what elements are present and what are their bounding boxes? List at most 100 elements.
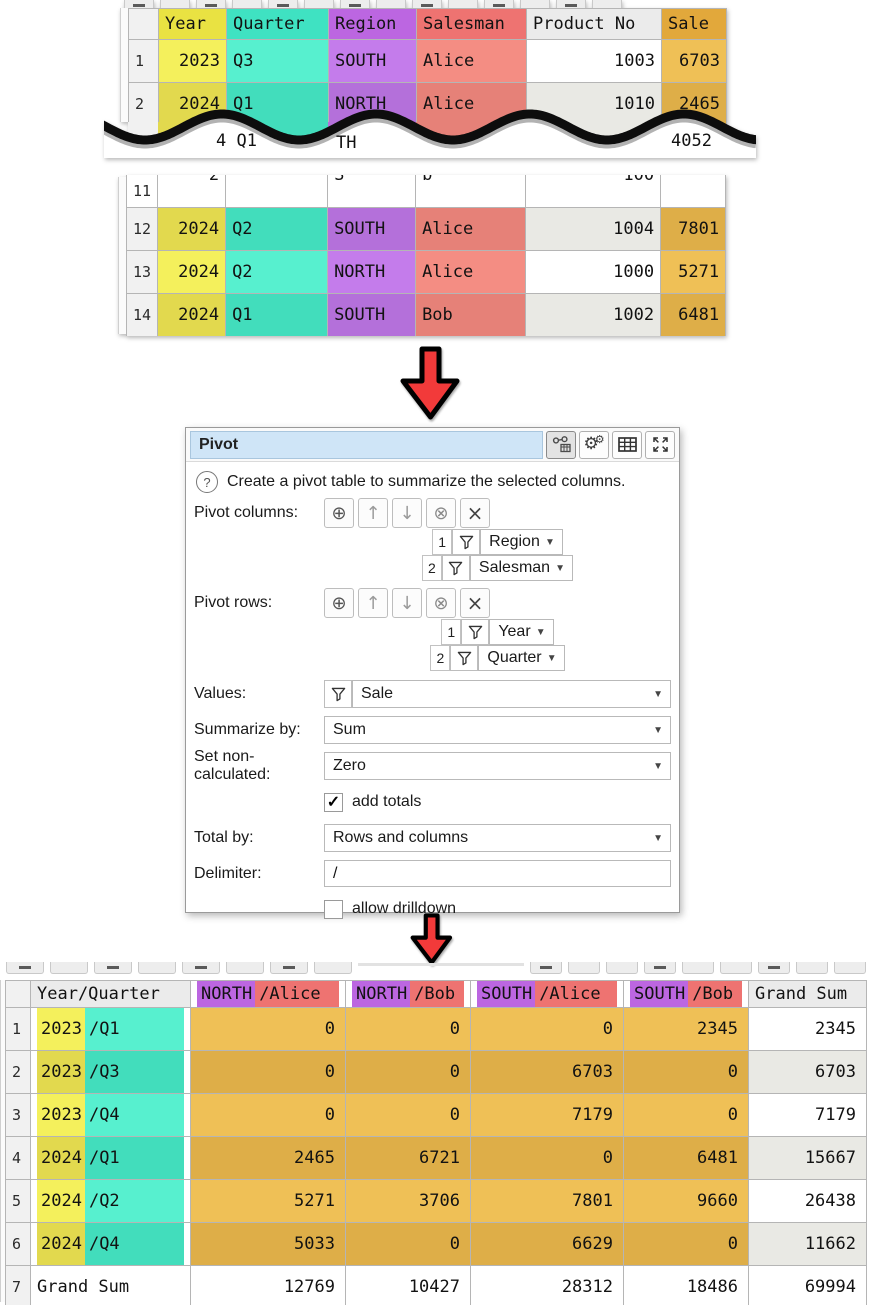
column-header[interactable]: Quarter <box>226 8 329 40</box>
column-header[interactable]: Salesman <box>416 8 527 40</box>
value-cell[interactable]: 6481 <box>623 1136 749 1180</box>
filter-button[interactable] <box>450 645 479 671</box>
row-number[interactable]: 1 <box>128 39 159 83</box>
row-total-cell[interactable]: 15667 <box>748 1136 867 1180</box>
row-total-cell[interactable]: 26438 <box>748 1179 867 1223</box>
transform-icon-button[interactable] <box>546 430 576 459</box>
column-header-grand-sum[interactable]: Grand Sum <box>748 980 867 1008</box>
table-cell[interactable]: 2024 <box>157 250 227 294</box>
column-header[interactable]: SOUTH/Bob <box>623 980 749 1008</box>
column-header[interactable]: NORTH/Bob <box>345 980 471 1008</box>
year-quarter-cell[interactable]: 2024/Q4 <box>30 1222 191 1266</box>
row-number[interactable]: 2 <box>5 1050 31 1094</box>
table-cell[interactable]: 100 <box>525 175 662 208</box>
year-quarter-cell[interactable]: 2024/Q2 <box>30 1179 191 1223</box>
summarize-by-select[interactable]: Sum ▼ <box>324 716 671 744</box>
row-number[interactable]: 13 <box>125 250 159 294</box>
delete-button[interactable]: × <box>460 588 490 618</box>
value-cell[interactable]: 0 <box>345 1007 471 1051</box>
row-number[interactable]: 4 <box>5 1136 31 1180</box>
table-cell[interactable]: 1000 <box>525 250 662 294</box>
table-cell[interactable]: 2024 <box>157 207 227 251</box>
filter-button[interactable] <box>452 529 481 555</box>
table-cell[interactable]: NORTH <box>327 250 417 294</box>
value-cell[interactable]: 0 <box>623 1093 749 1137</box>
table-cell[interactable]: Q2 <box>225 250 329 294</box>
table-cell[interactable]: SOUTH <box>327 207 417 251</box>
grand-sum-label-cell[interactable]: Grand Sum <box>30 1265 191 1305</box>
add-column-button[interactable]: ⊕ <box>324 498 354 528</box>
column-header[interactable]: Product No <box>526 8 662 40</box>
pivot-column-select[interactable]: Salesman ▼ <box>469 555 574 581</box>
value-cell[interactable]: 7179 <box>470 1093 624 1137</box>
add-totals-checkbox[interactable]: ✓ <box>324 792 343 812</box>
row-number[interactable]: 7 <box>5 1265 31 1305</box>
row-number[interactable]: 3 <box>5 1093 31 1137</box>
filter-button[interactable] <box>461 619 490 645</box>
table-cell[interactable] <box>225 175 329 208</box>
move-down-button[interactable]: ↓ <box>392 498 422 528</box>
table-cell[interactable]: 1002 <box>525 293 662 336</box>
value-cell[interactable]: 0 <box>190 1007 346 1051</box>
column-header[interactable]: Year <box>158 8 227 40</box>
year-quarter-cell[interactable]: 2023/Q3 <box>30 1050 191 1094</box>
value-cell[interactable]: 0 <box>623 1222 749 1266</box>
value-cell[interactable]: 6721 <box>345 1136 471 1180</box>
value-cell[interactable]: 0 <box>345 1222 471 1266</box>
table-cell[interactable]: Alice <box>415 207 527 251</box>
pivot-column-select[interactable]: Region ▼ <box>480 529 563 555</box>
value-cell[interactable]: 0 <box>345 1050 471 1094</box>
value-cell[interactable]: 0 <box>190 1093 346 1137</box>
value-cell[interactable]: 7801 <box>470 1179 624 1223</box>
table-cell[interactable]: SOUTH <box>328 39 417 83</box>
table-cell[interactable]: Alice <box>416 82 527 126</box>
value-cell[interactable]: 0 <box>190 1050 346 1094</box>
table-cell[interactable]: Alice <box>415 250 527 294</box>
step-title-input[interactable]: Pivot <box>190 430 543 459</box>
table-cell[interactable] <box>660 175 727 208</box>
move-up-button[interactable]: ↑ <box>358 588 388 618</box>
column-header[interactable]: SOUTH/Alice <box>470 980 624 1008</box>
pivot-row-select[interactable]: Quarter ▼ <box>478 645 565 671</box>
value-cell[interactable]: 6629 <box>470 1222 624 1266</box>
year-quarter-cell[interactable]: 2023/Q4 <box>30 1093 191 1137</box>
expand-button[interactable] <box>645 430 675 459</box>
column-header-row-labels[interactable]: Year/Quarter <box>30 980 191 1008</box>
grand-total-cell[interactable]: 69994 <box>748 1265 867 1305</box>
settings-button[interactable]: ⚙ ⚙ <box>579 430 609 459</box>
table-cell[interactable]: 6481 <box>660 293 727 336</box>
row-number[interactable]: 12 <box>125 207 159 251</box>
table-cell[interactable]: Q1 <box>225 293 329 336</box>
table-cell[interactable]: S <box>327 175 417 208</box>
row-number[interactable]: 1 <box>5 1007 31 1051</box>
pivot-row-select[interactable]: Year ▼ <box>489 619 554 645</box>
table-cell[interactable]: 5271 <box>660 250 727 294</box>
row-number[interactable]: 14 <box>125 293 159 336</box>
table-cell[interactable]: SOUTH <box>327 293 417 336</box>
row-total-cell[interactable]: 6703 <box>748 1050 867 1094</box>
table-cell[interactable]: 2023 <box>158 39 227 83</box>
table-cell[interactable]: 2024 <box>157 293 227 336</box>
values-filter-button[interactable] <box>324 680 352 708</box>
value-cell[interactable]: 9660 <box>623 1179 749 1223</box>
set-non-calculated-select[interactable]: Zero ▼ <box>324 752 671 780</box>
value-cell[interactable]: 0 <box>470 1007 624 1051</box>
allow-drilldown-checkbox[interactable] <box>324 899 343 919</box>
table-cell[interactable]: Alice <box>416 39 527 83</box>
row-total-cell[interactable]: 2345 <box>748 1007 867 1051</box>
value-cell[interactable]: 2345 <box>623 1007 749 1051</box>
row-total-cell[interactable]: 7179 <box>748 1093 867 1137</box>
table-cell[interactable]: Q3 <box>226 39 329 83</box>
table-cell[interactable]: 1004 <box>525 207 662 251</box>
remove-button[interactable]: ⊗ <box>426 498 456 528</box>
filter-button[interactable] <box>441 555 470 581</box>
column-total-cell[interactable]: 18486 <box>623 1265 749 1305</box>
table-cell[interactable]: 6703 <box>661 39 727 83</box>
row-number[interactable]: 11 <box>125 175 159 208</box>
delimiter-input[interactable]: / <box>324 860 671 887</box>
column-total-cell[interactable]: 28312 <box>470 1265 624 1305</box>
table-cell[interactable]: 1003 <box>526 39 662 83</box>
move-up-button[interactable]: ↑ <box>358 498 388 528</box>
table-cell[interactable]: 7801 <box>660 207 727 251</box>
year-quarter-cell[interactable]: 2023/Q1 <box>30 1007 191 1051</box>
